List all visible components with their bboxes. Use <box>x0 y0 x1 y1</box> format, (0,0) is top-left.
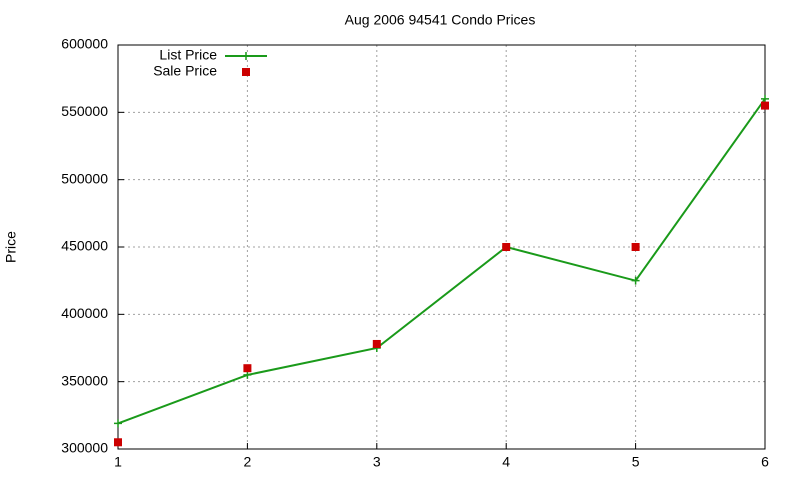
x-tick-label: 5 <box>632 454 640 470</box>
y-axis-label: Price <box>3 231 19 263</box>
x-tick-label: 6 <box>761 454 769 470</box>
x-tick-label: 1 <box>114 454 122 470</box>
y-tick-label: 450000 <box>61 238 108 254</box>
point <box>243 364 252 373</box>
series-line <box>117 98 766 425</box>
point <box>372 339 381 348</box>
y-tick-label: 550000 <box>61 103 108 119</box>
legend-swatch <box>242 68 250 76</box>
x-tick-label: 4 <box>502 454 510 470</box>
point <box>631 276 640 285</box>
point <box>114 438 122 447</box>
y-tick-label: 400000 <box>61 305 108 321</box>
y-tick-label: 300000 <box>61 440 108 456</box>
y-tick-label: 350000 <box>61 372 108 388</box>
legend-label: List Price <box>159 47 217 63</box>
chart-title: Aug 2006 94541 Condo Prices <box>345 12 536 28</box>
point <box>761 101 769 110</box>
y-tick-label: 600000 <box>61 36 108 52</box>
plot-frame <box>117 44 766 450</box>
point <box>502 243 511 251</box>
y-tick-label: 500000 <box>61 170 108 186</box>
legend-label: Sale Price <box>153 63 217 79</box>
point <box>243 370 252 379</box>
point <box>631 243 640 251</box>
x-tick-label: 3 <box>373 454 381 470</box>
x-tick-label: 2 <box>244 454 252 470</box>
legend-swatch <box>242 52 250 60</box>
point <box>761 94 769 103</box>
point <box>114 419 122 428</box>
